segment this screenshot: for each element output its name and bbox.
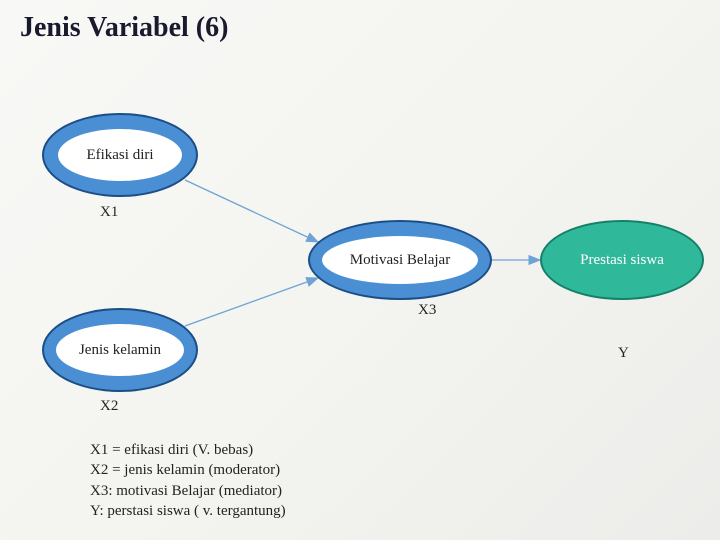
node-label: Prestasi siswa — [580, 252, 664, 269]
edge — [185, 278, 318, 326]
node-n3: Motivasi Belajar — [308, 220, 492, 300]
node-n1: Efikasi diri — [42, 113, 198, 197]
node-tag: X2 — [100, 398, 118, 415]
node-label: Jenis kelamin — [56, 324, 184, 376]
node-tag: X1 — [100, 204, 118, 221]
node-n4: Prestasi siswa — [540, 220, 704, 300]
legend-line: X2 = jenis kelamin (moderator) — [90, 460, 286, 480]
legend-line: Y: perstasi siswa ( v. tergantung) — [90, 501, 286, 521]
page-title: Jenis Variabel (6) — [20, 12, 228, 44]
node-n2: Jenis kelamin — [42, 308, 198, 392]
edge — [185, 180, 318, 242]
legend-block: X1 = efikasi diri (V. bebas) X2 = jenis … — [90, 440, 286, 521]
node-tag: Y — [618, 345, 629, 362]
node-tag: X3 — [418, 302, 436, 319]
node-label: Efikasi diri — [58, 129, 182, 181]
legend-line: X1 = efikasi diri (V. bebas) — [90, 440, 286, 460]
legend-line: X3: motivasi Belajar (mediator) — [90, 481, 286, 501]
node-label: Motivasi Belajar — [322, 236, 478, 284]
